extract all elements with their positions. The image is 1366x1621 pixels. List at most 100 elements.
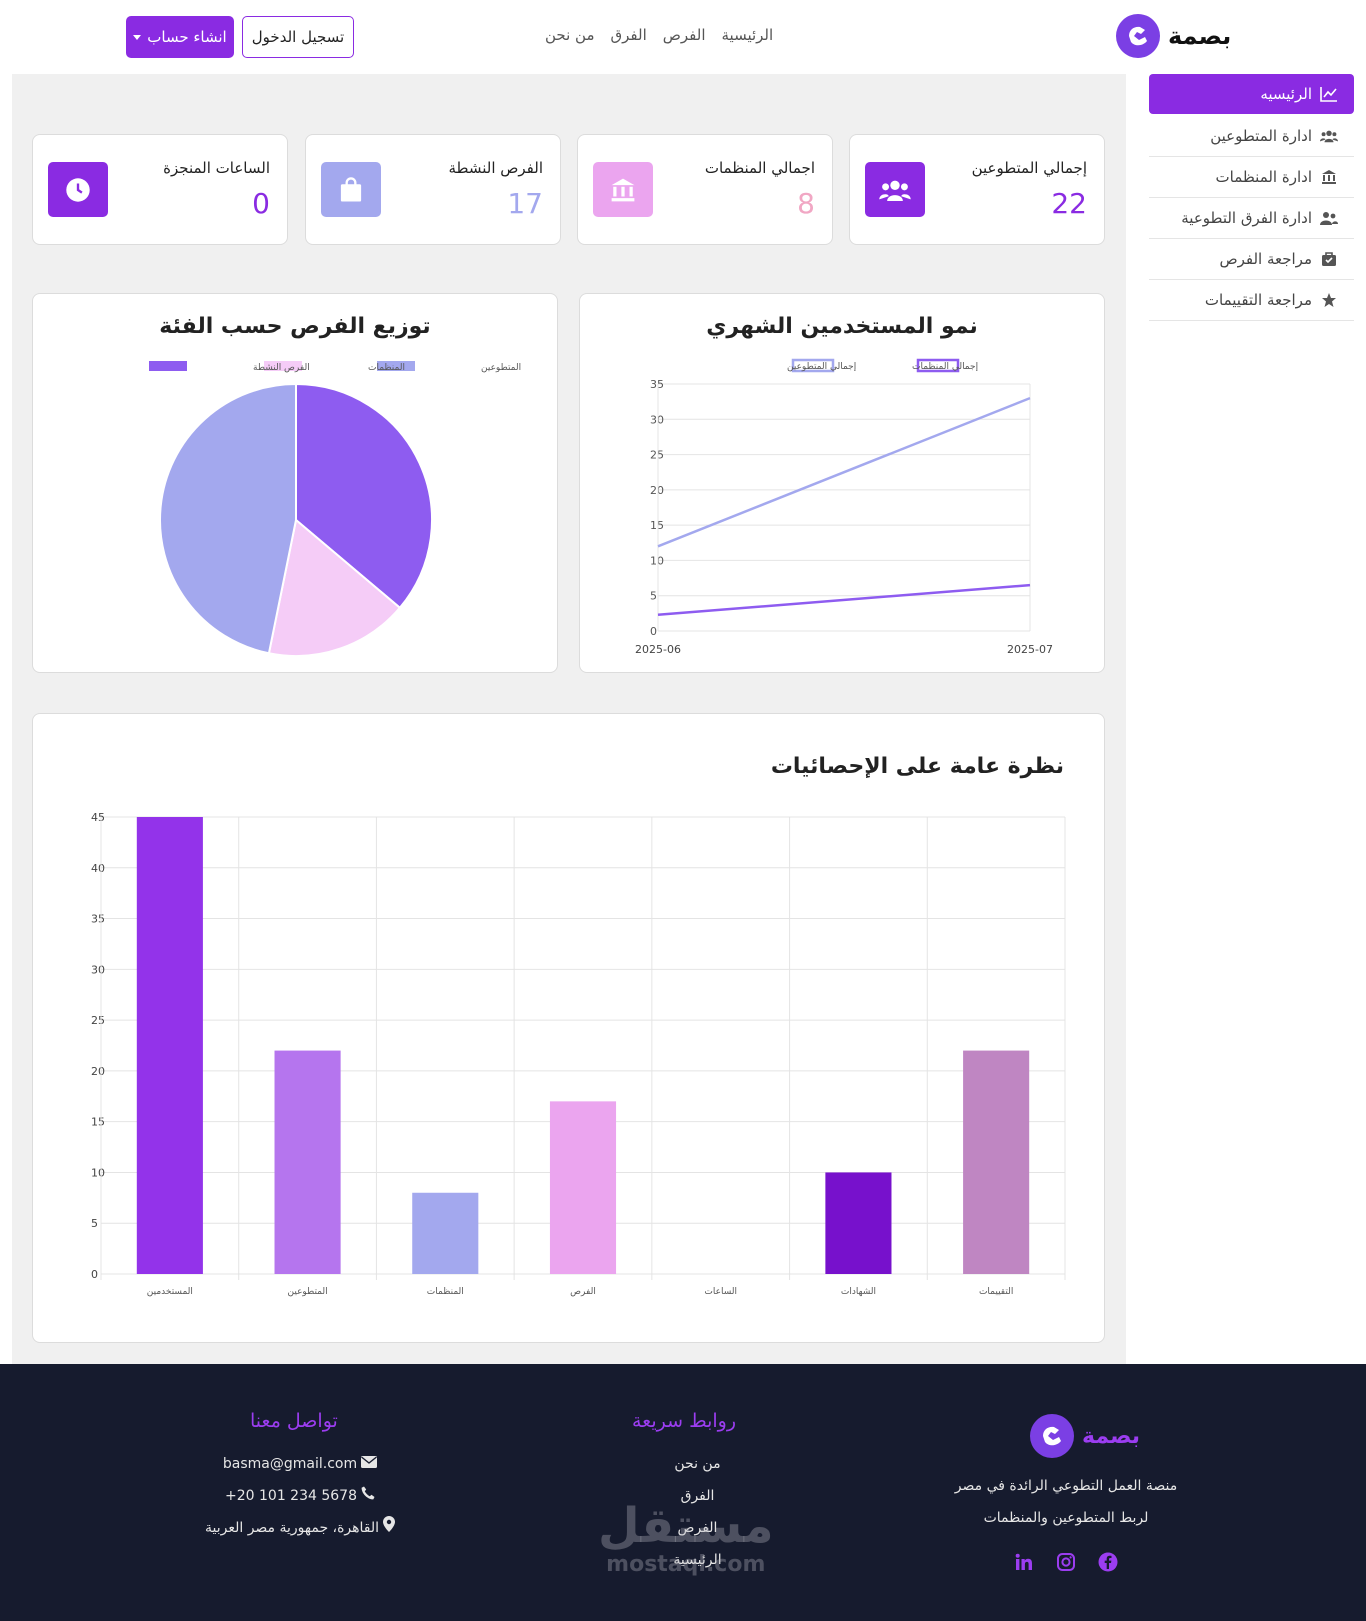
y-tick-label: 30 (91, 963, 105, 976)
briefcase-check-icon (1320, 250, 1338, 268)
y-tick-label: 0 (650, 625, 657, 638)
sidebar-item-label: ادارة الفرق التطوعية (1181, 209, 1312, 227)
quick-links-title: روابط سريعة (632, 1410, 737, 1432)
sidebar: الرئيسيه ادارة المتطوعين ادارة المنظمات … (1149, 74, 1354, 321)
clock-icon (48, 162, 108, 217)
users-icon (865, 162, 925, 217)
y-tick-label: 20 (650, 484, 664, 497)
series-line (657, 396, 1031, 548)
contact-list: basma@gmail.com +20 101 234 5678 القاهرة… (180, 1448, 420, 1544)
legend-swatch (916, 358, 960, 373)
legend-swatch (377, 361, 415, 371)
contact-email-text: basma@gmail.com (222, 1456, 358, 1472)
pie-slice (295, 382, 433, 610)
y-tick-label: 40 (91, 862, 105, 875)
bar (136, 817, 203, 1274)
statistics-overview-card: نظرة عامة على الإحصائيات 0 5 10 15 20 25 30 35 4… (32, 713, 1105, 1343)
contact-address-text: القاهرة، جمهورية مصر العربية (204, 1520, 380, 1536)
chart-title: نظرة عامة على الإحصائيات (770, 754, 1064, 779)
bar (825, 1172, 892, 1274)
series-line (657, 583, 1031, 617)
pie-slice (159, 382, 297, 655)
brand-logo-icon (1030, 1414, 1074, 1458)
x-tick-label: 2025-06 (635, 643, 681, 656)
y-tick-label: 20 (91, 1065, 105, 1078)
footer-link-home[interactable]: الرئيسية (673, 1552, 722, 1568)
login-button[interactable]: تسجيل الدخول (242, 16, 354, 58)
sidebar-item-organizations[interactable]: ادارة المنظمات (1149, 157, 1354, 198)
monthly-growth-card: نمو المستخدمين الشهري 0 5 10 15 20 25 30 35 2025… (579, 293, 1105, 673)
pie-slice (267, 518, 402, 657)
stat-value: 0 (252, 187, 270, 220)
footer-description: منصة العمل التطوعي الرائدة في مصر لربط ا… (936, 1470, 1196, 1534)
contact-address: القاهرة، جمهورية مصر العربية (180, 1512, 420, 1544)
sidebar-item-volunteers[interactable]: ادارة المتطوعين (1149, 116, 1354, 157)
landmark-icon (1320, 168, 1338, 186)
instagram-icon[interactable] (1056, 1552, 1076, 1572)
nav-link-home[interactable]: الرئيسية (721, 26, 774, 44)
sidebar-item-label: مراجعة الفرص (1219, 250, 1312, 268)
footer-description-line: منصة العمل التطوعي الرائدة في مصر (954, 1478, 1178, 1494)
footer-link-opportunities[interactable]: الفرص (677, 1520, 718, 1536)
y-tick-label: 30 (650, 413, 664, 426)
contact-phone[interactable]: +20 101 234 5678 (180, 1480, 420, 1512)
x-tick-label: الفرص (570, 1287, 596, 1297)
legend-label: إجمالي المتطوعين (787, 362, 856, 372)
bar (963, 1050, 1030, 1274)
nav-link-about[interactable]: من نحن (545, 26, 595, 44)
footer-brand[interactable]: بصمة (1030, 1414, 1140, 1458)
quick-links-list: من نحن الفرق الفرص الرئيسية (620, 1448, 775, 1576)
chart-title: توزيع الفرص حسب الفئة (159, 314, 431, 339)
y-tick-label: 5 (91, 1217, 98, 1230)
y-tick-label: 15 (91, 1116, 105, 1129)
linkedin-icon[interactable] (1014, 1552, 1034, 1572)
y-tick-label: 35 (650, 378, 664, 391)
nav-link-opportunities[interactable]: الفرص (662, 26, 706, 44)
watermark-en: mostaql.com (606, 1552, 766, 1577)
bar-chart: 0 5 10 15 20 25 30 35 40 45 المستخدمين المتطوعين الم… (91, 811, 1066, 1297)
star-icon (1320, 291, 1338, 309)
legend-label: المتطوعين (481, 363, 521, 373)
top-navbar: بصمة الرئيسية الفرص الفرق من نحن تسجيل ا… (0, 0, 1366, 74)
nav-link-teams[interactable]: الفرق (610, 26, 647, 44)
phone-icon (361, 1480, 375, 1512)
stat-label: الفرص النشطة (448, 159, 544, 177)
sidebar-item-teams[interactable]: ادارة الفرق التطوعية (1149, 198, 1354, 239)
stat-label: إجمالي المتطوعين (971, 159, 1087, 177)
social-links (1014, 1552, 1118, 1572)
bar (549, 1101, 617, 1274)
line-chart: 0 5 10 15 20 25 30 35 2025-06 2025-07 إجمالي المنظ… (635, 358, 1053, 656)
landmark-icon (593, 162, 653, 217)
contact-title: تواصل معنا (250, 1410, 338, 1432)
bar (274, 1050, 341, 1274)
contact-email[interactable]: basma@gmail.com (180, 1448, 420, 1480)
y-tick-label: 15 (650, 519, 664, 532)
y-tick-label: 5 (650, 590, 657, 603)
sidebar-item-ratings-review[interactable]: مراجعة التقييمات (1149, 280, 1354, 321)
footer-link-about[interactable]: من نحن (674, 1456, 721, 1472)
map-marker-icon (383, 1512, 396, 1544)
bar (412, 1192, 479, 1274)
brand-logo-icon (1116, 14, 1160, 58)
sidebar-item-home[interactable]: الرئيسيه (1149, 74, 1354, 114)
brand[interactable]: بصمة (1116, 14, 1231, 58)
stat-card-active-opportunities: الفرص النشطة 17 (305, 134, 561, 245)
legend-label: الفرص النشطة (253, 363, 310, 373)
sidebar-item-label: ادارة المنظمات (1215, 168, 1313, 186)
signup-label: انشاء حساب (147, 28, 227, 46)
stat-label: اجمالي المنظمات (704, 159, 815, 177)
footer-link-teams[interactable]: الفرق (680, 1488, 715, 1504)
legend-swatch (149, 361, 187, 371)
signup-dropdown-button[interactable]: انشاء حساب (126, 16, 234, 58)
facebook-icon[interactable] (1098, 1552, 1118, 1572)
users-icon (1320, 127, 1338, 145)
sidebar-item-opportunities-review[interactable]: مراجعة الفرص (1149, 239, 1354, 280)
sidebar-item-label: الرئيسيه (1260, 85, 1312, 103)
y-tick-label: 35 (91, 913, 105, 926)
stat-card-organizations: اجمالي المنظمات 8 (577, 134, 833, 245)
y-tick-label: 10 (650, 554, 664, 567)
watermark: مستقل mostaql.com (598, 1500, 774, 1577)
x-tick-label: الشهادات (841, 1287, 876, 1297)
stat-value: 17 (507, 187, 543, 220)
x-tick-label: 2025-07 (1007, 643, 1053, 656)
